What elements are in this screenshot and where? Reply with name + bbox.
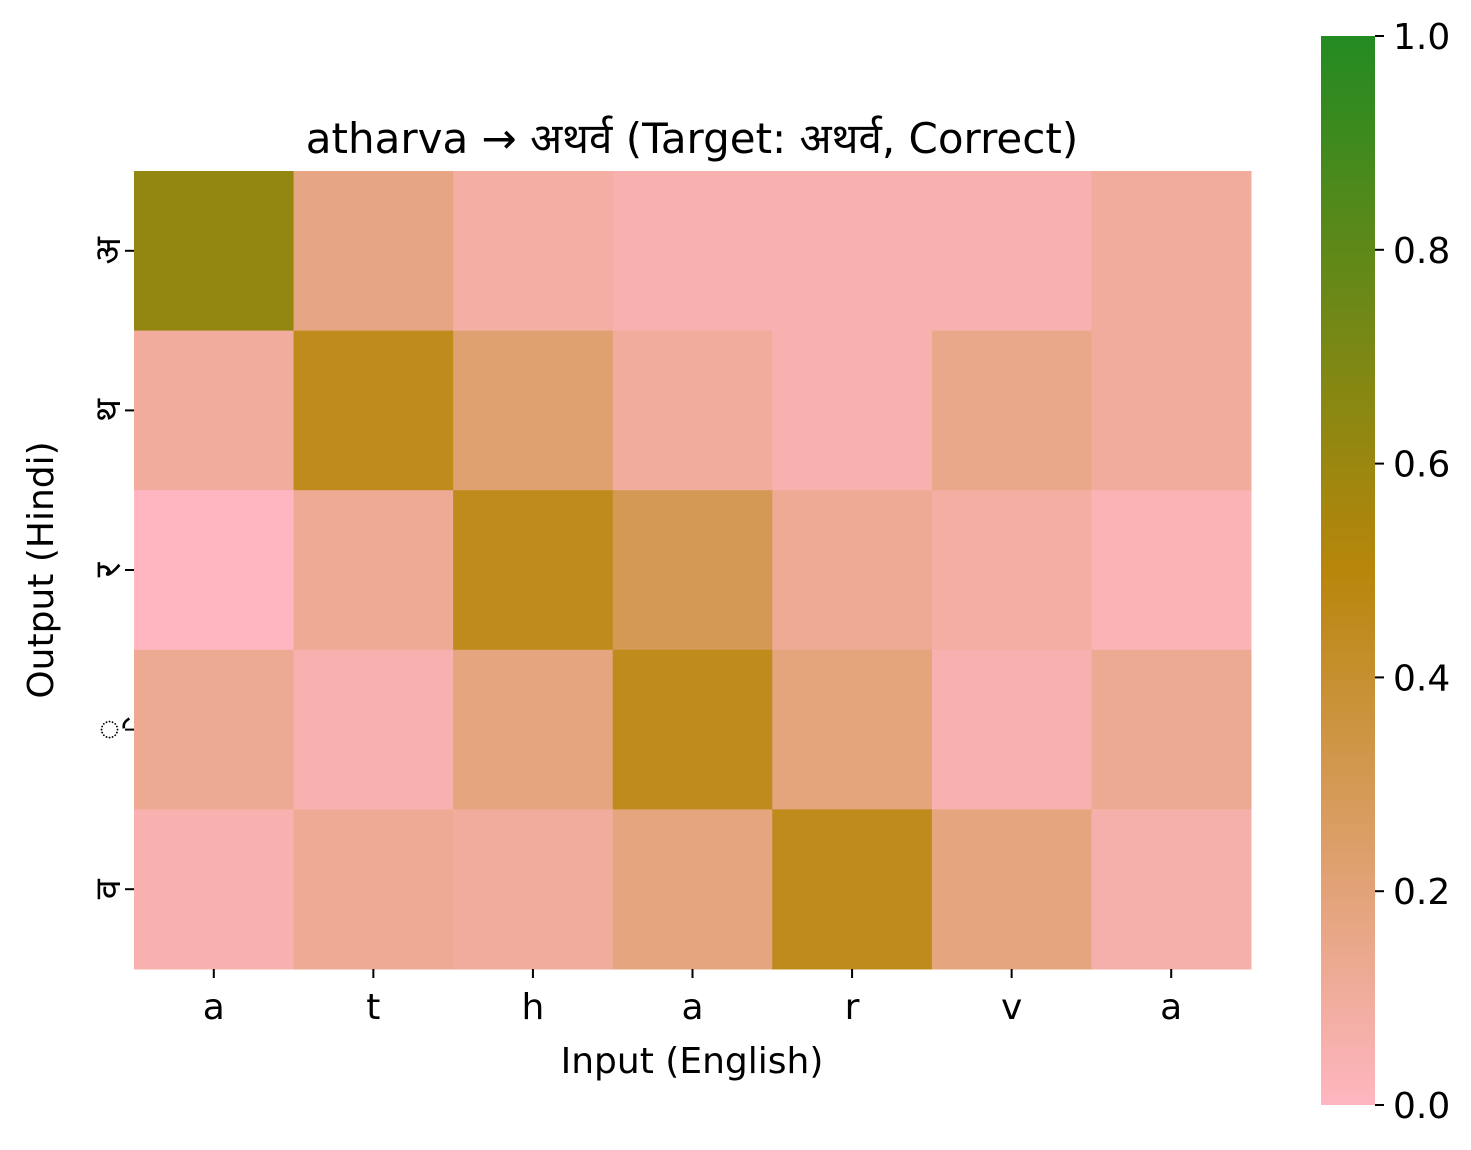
heatmap-cell <box>772 171 933 332</box>
heatmap-cell <box>772 330 933 491</box>
y-tick-label: ् <box>88 717 131 740</box>
colorbar-tick-label: 0.6 <box>1393 445 1450 486</box>
colorbar <box>1321 36 1375 1105</box>
y-tick-label: र <box>88 561 129 577</box>
chart-title: atharva → अथर्व (Target: अथर्व, Correct) <box>306 114 1078 163</box>
heatmap-cell <box>453 490 614 651</box>
colorbar-tick-label: 1.0 <box>1393 17 1450 58</box>
heatmap-cell <box>453 171 614 332</box>
y-tick-label: व <box>88 878 129 899</box>
colorbar-tick-label: 0.4 <box>1393 658 1450 699</box>
heatmap-cell <box>1091 649 1252 810</box>
x-tick-label: a <box>681 987 703 1028</box>
heatmap-cell <box>1091 330 1252 491</box>
heatmap-cells <box>134 171 1252 970</box>
heatmap-cell <box>931 490 1092 651</box>
colorbar-tick-label: 0.2 <box>1393 872 1450 913</box>
y-axis-label: Output (Hindi) <box>21 441 62 698</box>
colorbar-tick-label: 0.0 <box>1393 1086 1450 1127</box>
heatmap-cell <box>293 490 454 651</box>
heatmap-cell <box>1091 809 1252 970</box>
heatmap-cell <box>772 809 933 970</box>
y-tick-label: अ <box>88 236 129 265</box>
heatmap-cell <box>612 649 773 810</box>
heatmap-cell <box>1091 171 1252 332</box>
heatmap-cell <box>453 809 614 970</box>
y-axis-ticks: अ थ र् व <box>88 236 134 899</box>
heatmap-cell <box>134 649 295 810</box>
heatmap-cell <box>772 649 933 810</box>
heatmap-cell <box>931 649 1092 810</box>
heatmap-cell <box>453 330 614 491</box>
x-tick-label: t <box>366 987 380 1028</box>
x-tick-label: v <box>1001 987 1022 1028</box>
y-tick-label: थ <box>88 398 129 422</box>
heatmap-cell <box>612 809 773 970</box>
heatmap-cell <box>931 330 1092 491</box>
heatmap-cell <box>293 171 454 332</box>
heatmap-cell <box>134 330 295 491</box>
heatmap-cell <box>612 330 773 491</box>
heatmap-cell <box>612 490 773 651</box>
x-tick-label: r <box>845 987 860 1028</box>
heatmap-cell <box>293 649 454 810</box>
x-tick-label: a <box>203 987 225 1028</box>
colorbar-ticks: 0.0 0.2 0.4 0.6 0.8 1.0 <box>1375 17 1450 1127</box>
heatmap-cell <box>772 490 933 651</box>
heatmap-cell <box>293 330 454 491</box>
heatmap-cell <box>134 171 295 332</box>
colorbar-tick-label: 0.8 <box>1393 231 1450 272</box>
heatmap-cell <box>293 809 454 970</box>
heatmap-cell <box>931 171 1092 332</box>
heatmap-cell <box>931 809 1092 970</box>
heatmap-cell <box>612 171 773 332</box>
x-axis-label: Input (English) <box>561 1041 824 1082</box>
x-tick-label: h <box>522 987 545 1028</box>
heatmap-cell <box>453 649 614 810</box>
x-tick-label: a <box>1160 987 1182 1028</box>
heatmap-cell <box>134 490 295 651</box>
heatmap-cell <box>1091 490 1252 651</box>
heatmap-cell <box>134 809 295 970</box>
